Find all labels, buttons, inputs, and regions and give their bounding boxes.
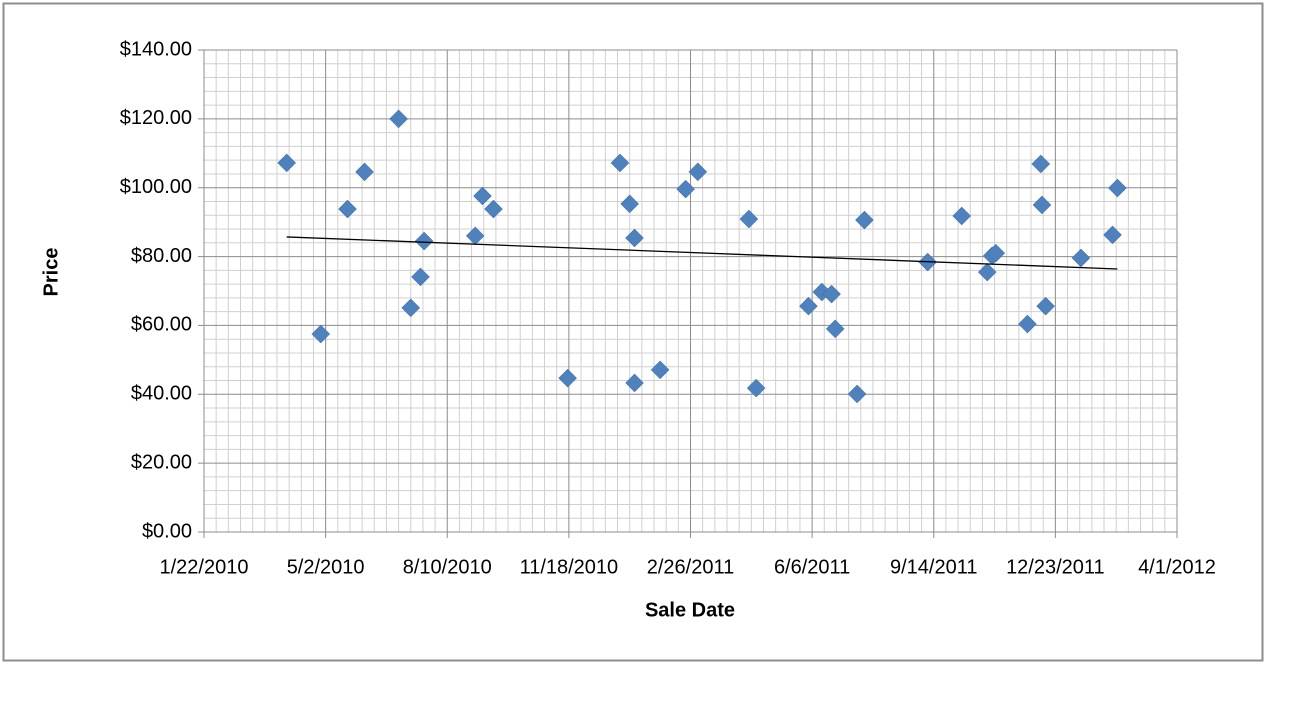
x-tick-label: 2/26/2011	[647, 556, 735, 578]
point	[625, 228, 644, 248]
y-tick-label: $80.00	[131, 245, 192, 267]
y-tick-label: $0.00	[142, 520, 192, 542]
x-tick-label: 9/14/2011	[890, 556, 978, 578]
point	[1031, 154, 1051, 174]
x-tick-label: 4/1/2012	[1138, 556, 1216, 578]
x-tick-label: 12/23/2011	[1006, 556, 1105, 578]
point	[473, 186, 492, 206]
point	[484, 199, 503, 219]
point	[977, 262, 997, 282]
point	[625, 373, 644, 393]
point	[822, 284, 841, 304]
point	[558, 368, 578, 388]
y-tick-label: $100.00	[120, 176, 192, 198]
point	[739, 209, 759, 229]
point	[277, 153, 297, 173]
point	[401, 298, 421, 318]
point	[620, 194, 640, 214]
x-tick-label: 11/18/2010	[520, 556, 619, 578]
point	[847, 384, 867, 404]
point	[414, 231, 434, 251]
point	[855, 210, 874, 230]
x-axis-title: Sale Date	[645, 599, 735, 621]
point	[355, 162, 374, 182]
point	[465, 226, 485, 246]
point	[1032, 195, 1052, 215]
point	[986, 243, 1006, 263]
y-tick-label: $120.00	[120, 107, 192, 129]
y-tick-label: $60.00	[131, 314, 192, 336]
point	[688, 162, 708, 182]
y-tick-label: $40.00	[131, 383, 192, 405]
point	[311, 324, 331, 344]
point	[650, 360, 670, 380]
y-axis-title: Price	[40, 248, 62, 297]
y-tick-label: $140.00	[120, 38, 192, 60]
trendline	[286, 236, 1118, 270]
point	[338, 199, 357, 219]
point	[1036, 296, 1056, 316]
point	[389, 109, 408, 129]
point	[1018, 314, 1037, 334]
x-tick-label: 1/22/2010	[160, 556, 249, 578]
point	[411, 267, 430, 287]
x-tick-label: 8/10/2010	[403, 556, 492, 578]
point	[1108, 178, 1127, 198]
point	[676, 179, 695, 199]
chart-border	[2, 2, 1264, 662]
point	[825, 319, 845, 339]
x-tick-label: 6/6/2011	[774, 556, 850, 578]
point	[1103, 225, 1122, 245]
point	[746, 378, 766, 398]
x-tick-label: 5/2/2010	[287, 556, 365, 578]
point	[952, 206, 972, 226]
point	[610, 153, 630, 173]
y-tick-label: $20.00	[131, 451, 192, 473]
point	[799, 296, 818, 316]
